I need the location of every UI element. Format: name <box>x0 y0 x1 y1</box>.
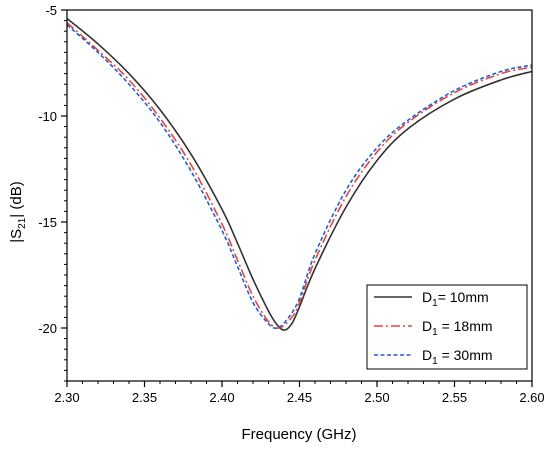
tick-labels: 2.30 2.35 2.40 2.45 2.50 2.55 2.60 -5 -10 -15 -20 <box>38 3 544 405</box>
x-tick-label: 2.45 <box>287 390 312 405</box>
x-tick-label: 2.55 <box>442 390 467 405</box>
y-axis-title-main: |S <box>8 229 25 243</box>
series-layer <box>66 17 533 331</box>
y-axis-title-tail: | (dB) <box>8 181 25 217</box>
series-line-2 <box>66 22 533 329</box>
legend: D1= 10mm D1 = 18mm D1 = 30mm <box>366 284 528 370</box>
legend-label-3: D1 = 30mm <box>422 347 493 367</box>
y-axis-title-sub: 21 <box>17 217 28 229</box>
x-tick-label: 2.50 <box>364 390 389 405</box>
y-axis-title: |S21| (dB) <box>8 181 28 242</box>
y-tick-label: -5 <box>45 3 57 18</box>
x-tick-label: 2.40 <box>209 390 234 405</box>
plot-frame <box>66 9 533 382</box>
legend-label-1: D1= 10mm <box>422 289 489 309</box>
series-line-3 <box>66 24 533 330</box>
x-tick-label: 2.30 <box>54 390 79 405</box>
x-tick-label: 2.35 <box>132 390 157 405</box>
major-ticks <box>61 9 533 387</box>
y-tick-label: -10 <box>38 109 57 124</box>
y-tick-label: -15 <box>38 215 57 230</box>
y-tick-label: -20 <box>38 321 57 336</box>
x-axis-title: Frequency (GHz) <box>241 426 356 443</box>
legend-label-2: D1 = 18mm <box>422 318 493 338</box>
series-line-1 <box>66 17 533 331</box>
x-tick-label: 2.60 <box>519 390 544 405</box>
